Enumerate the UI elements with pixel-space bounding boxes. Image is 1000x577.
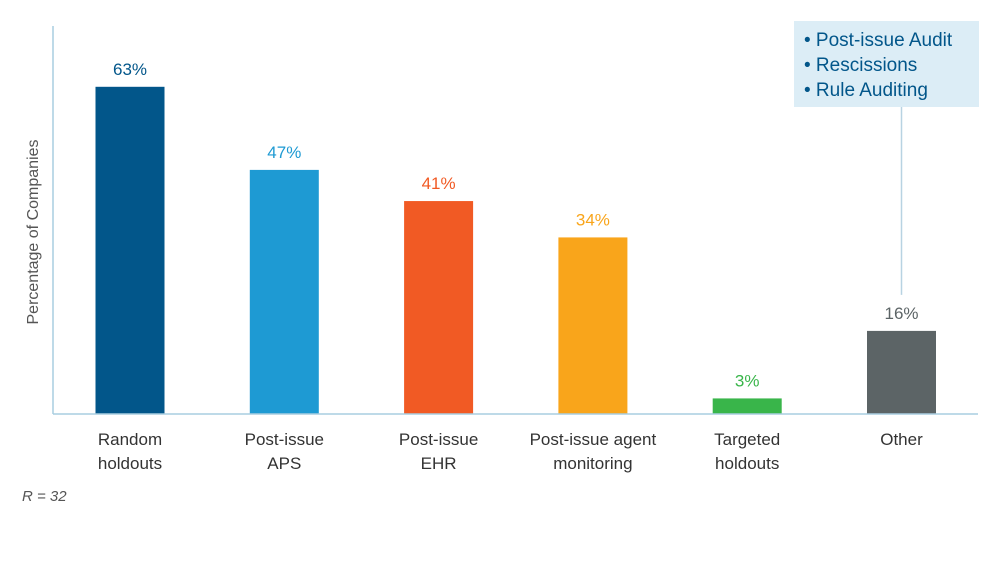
category-label-4-1: holdouts bbox=[715, 454, 779, 473]
callout-item-2: • Rule Auditing bbox=[804, 80, 928, 101]
callout-layer: • Post-issue Audit • Rescissions • Rule Au… bbox=[794, 21, 979, 295]
category-label-3-1: monitoring bbox=[553, 454, 632, 473]
data-label-5: 16% bbox=[884, 304, 918, 323]
category-label-4-0: Targeted bbox=[714, 430, 780, 449]
bar-4 bbox=[712, 398, 782, 414]
axis-layer: Percentage of Companies bbox=[25, 26, 978, 415]
category-label-1-0: Post-issue bbox=[245, 430, 324, 449]
labels-layer: 63% Random holdouts 47% Post-issue APS 41% Post… bbox=[98, 60, 923, 473]
category-label-5-0: Other bbox=[880, 430, 923, 449]
bar-1 bbox=[249, 169, 319, 414]
bar-2 bbox=[404, 201, 474, 414]
bars-layer bbox=[95, 86, 936, 415]
data-label-3: 34% bbox=[576, 210, 610, 229]
y-axis-label: Percentage of Companies bbox=[25, 140, 42, 325]
callout-item-0: • Post-issue Audit bbox=[804, 30, 953, 51]
callout-box bbox=[794, 21, 979, 107]
data-label-1: 47% bbox=[267, 143, 301, 162]
category-label-2-1: EHR bbox=[421, 454, 457, 473]
bar-3 bbox=[558, 237, 628, 414]
category-label-1-1: APS bbox=[267, 454, 301, 473]
bar-0 bbox=[95, 86, 165, 415]
category-label-0-1: holdouts bbox=[98, 454, 162, 473]
data-label-0: 63% bbox=[113, 60, 147, 79]
category-label-0-0: Random bbox=[98, 430, 162, 449]
data-label-4: 3% bbox=[735, 371, 760, 390]
category-label-3-0: Post-issue agent bbox=[530, 430, 657, 449]
sample-size-note: R = 32 bbox=[22, 488, 67, 505]
bar-5 bbox=[867, 330, 936, 414]
data-label-2: 41% bbox=[422, 174, 456, 193]
category-label-2-0: Post-issue bbox=[399, 430, 478, 449]
callout-item-1: • Rescissions bbox=[804, 55, 917, 76]
